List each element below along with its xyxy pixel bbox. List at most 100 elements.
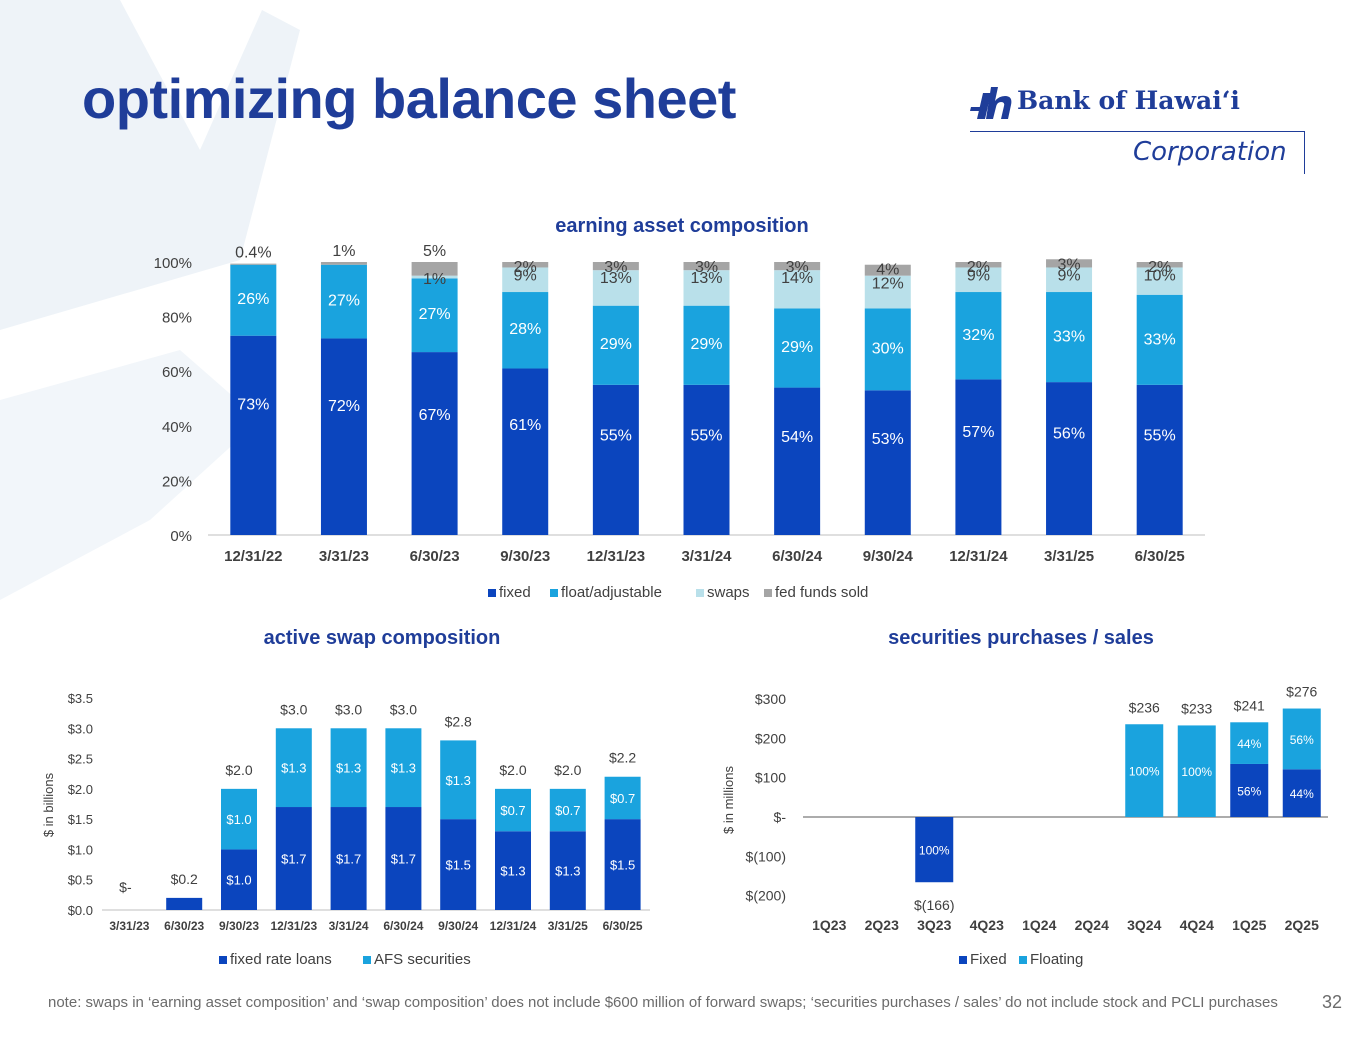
data-label-fixed: 54% (781, 429, 813, 446)
data-label: $1.3 (446, 773, 471, 788)
total-label: $(166) (914, 897, 954, 913)
bar-segment-float-adjustable (230, 264, 277, 336)
bar-segment-fixed (411, 352, 458, 535)
bar-segment-float-adjustable (955, 292, 1002, 380)
data-label-fed-funds: 2% (967, 259, 990, 276)
company-logo: Bank of Hawaiʻi Corporation (965, 80, 1310, 180)
total-label: $3.0 (390, 701, 417, 717)
bar-segment-fed-funds-sold (411, 262, 458, 276)
bar-segment-AFS-securities (385, 728, 422, 808)
y-tick-label: $0.0 (68, 903, 93, 918)
legend-swatch-1 (1019, 956, 1027, 964)
y-tick-label: 0% (170, 528, 192, 545)
bar-segment-float-adjustable (774, 308, 821, 388)
bar-segment-AFS-securities (221, 788, 257, 850)
x-tick-label: 6/30/25 (603, 919, 643, 933)
bar-segment-fixed-rate-loans (166, 897, 203, 910)
x-tick-label: 12/31/23 (270, 919, 317, 933)
bar-segment-swaps (502, 267, 549, 293)
data-label-swaps: 13% (600, 270, 632, 287)
bar-segment-fixed (915, 817, 954, 883)
bar-segment-fed-funds-sold (592, 262, 639, 271)
legend-label-1: Floating (1030, 951, 1083, 968)
page-number: 32 (1322, 992, 1343, 1012)
data-label: 44% (1290, 787, 1314, 801)
bar-segment-swaps (1136, 267, 1183, 295)
bar-segment-fixed (1046, 382, 1093, 535)
data-label: 100% (1181, 765, 1212, 779)
data-label-fed-funds: 3% (604, 259, 627, 276)
bar-segment-fed-funds-sold (1136, 262, 1183, 268)
bar-segment-float-adjustable (411, 278, 458, 353)
data-label-float: 27% (419, 306, 451, 323)
data-label: 100% (1129, 765, 1160, 779)
bar-segment-AFS-securities (549, 788, 586, 832)
data-label: $1.3 (555, 864, 580, 879)
data-label-fixed: 55% (1144, 427, 1176, 444)
legend-swatch-1 (550, 589, 558, 597)
total-label: $241 (1234, 697, 1265, 713)
bar-segment-fixed-rate-loans (549, 831, 586, 910)
data-label: $1.7 (391, 852, 416, 867)
x-tick-label: 4Q23 (970, 917, 1004, 933)
data-label-fed-funds: 3% (786, 259, 809, 276)
x-tick-label: 6/30/24 (383, 919, 423, 933)
y-tick-label: 40% (162, 419, 192, 436)
data-label-float: 27% (328, 292, 360, 309)
bar-segment-fixed-rate-loans (440, 819, 477, 910)
y-axis-label: $ in millions (721, 766, 736, 834)
y-axis-label: $ in billions (41, 772, 56, 837)
y-tick-label: $2.5 (68, 752, 93, 767)
bar-segment-fixed-rate-loans (604, 819, 641, 910)
data-label: $0.7 (555, 803, 580, 818)
data-label: 56% (1290, 733, 1314, 747)
data-label-fixed: 55% (600, 427, 632, 444)
legend-label-2: swaps (707, 584, 750, 601)
x-tick-label: 12/31/22 (224, 548, 282, 565)
bar-segment-swaps (1046, 267, 1093, 293)
y-tick-label: $2.0 (68, 782, 93, 797)
y-tick-label: $(100) (746, 848, 786, 864)
bar-segment-fixed-rate-loans (221, 849, 257, 910)
legend-label-1: AFS securities (374, 951, 471, 968)
bar-segment-AFS-securities (440, 740, 477, 820)
bar-segment-fixed (1230, 763, 1269, 817)
bar-segment-fed-funds-sold (683, 262, 730, 271)
x-tick-label: 4Q24 (1180, 917, 1214, 933)
x-tick-label: 12/31/23 (587, 548, 645, 565)
legend-swatch-0 (959, 956, 967, 964)
bar-segment-fixed (955, 379, 1002, 535)
x-tick-label: 3/31/23 (319, 548, 369, 565)
x-tick-label: 1Q24 (1022, 917, 1056, 933)
legend-label-0: Fixed (970, 951, 1007, 968)
x-tick-label: 6/30/24 (772, 548, 823, 565)
bar-segment-fed-funds-sold (230, 263, 277, 265)
data-label: $1.7 (336, 852, 361, 867)
bar-segment-fixed-rate-loans (330, 807, 367, 910)
bar-segment-floating (1177, 725, 1216, 817)
chart-title: earning asset composition (555, 215, 808, 237)
bar-segment-fixed-rate-loans (275, 807, 312, 910)
y-tick-label: 80% (162, 310, 192, 327)
y-tick-label: $0.5 (68, 873, 93, 888)
data-label-float: 26% (237, 291, 269, 308)
data-label: $1.3 (500, 864, 525, 879)
bar-segment-float-adjustable (1046, 292, 1093, 383)
bar-segment-fed-funds-sold (864, 264, 911, 276)
bar-segment-floating (1230, 722, 1269, 764)
data-label: $1.3 (336, 761, 361, 776)
x-tick-label: 6/30/23 (410, 548, 460, 565)
bar-segment-swaps (774, 270, 821, 309)
data-label-fixed: 53% (872, 431, 904, 448)
data-label-float: 33% (1144, 331, 1176, 348)
total-label: $2.0 (554, 762, 581, 778)
data-label: $1.5 (446, 858, 471, 873)
x-tick-label: 3/31/24 (681, 548, 732, 565)
data-label-fixed: 73% (237, 396, 269, 413)
bar-segment-swaps (592, 270, 639, 306)
data-label: $0.7 (610, 791, 635, 806)
data-label-fed-funds: 4% (876, 262, 899, 279)
legend-label-0: fixed (499, 584, 531, 601)
total-label: $- (119, 879, 132, 895)
legend-swatch-1 (363, 956, 371, 964)
